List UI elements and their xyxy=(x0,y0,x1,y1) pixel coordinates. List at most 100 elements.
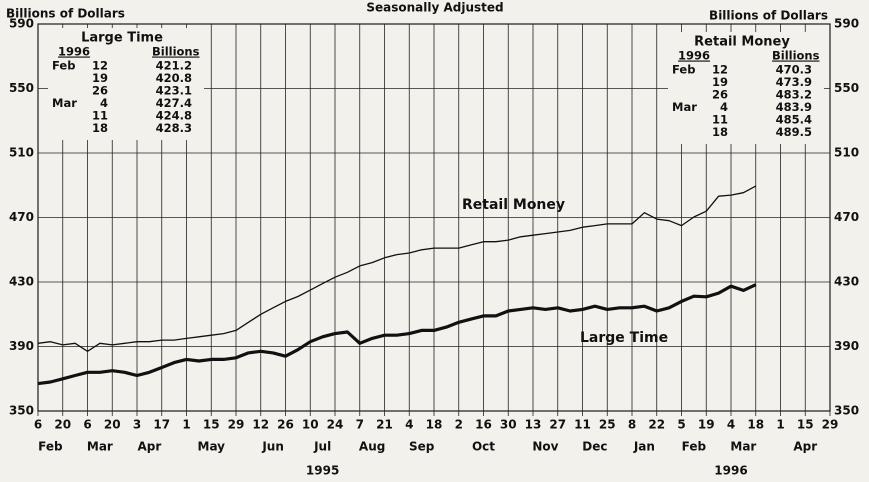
x-tick-label: 18 xyxy=(747,418,764,432)
inset-cell: 421.2 xyxy=(156,59,192,73)
y-tick-label: 590 xyxy=(834,17,859,31)
x-tick-label: 20 xyxy=(54,418,71,432)
month-label: Aug xyxy=(359,440,385,454)
x-tick-label: 26 xyxy=(277,418,294,432)
inset-cell: 427.4 xyxy=(156,96,192,110)
inset-cell: Mar xyxy=(52,96,77,110)
inset-cell: 19 xyxy=(712,75,728,89)
month-label: Dec xyxy=(582,440,607,454)
x-tick-label: 10 xyxy=(302,418,319,432)
x-tick-label: 11 xyxy=(574,418,591,432)
month-label: Feb xyxy=(38,440,63,454)
month-label: Feb xyxy=(682,440,707,454)
x-tick-label: 13 xyxy=(525,418,542,432)
inset-header: 1996 xyxy=(678,49,710,63)
x-tick-label: 4 xyxy=(405,418,413,432)
x-tick-label: 3 xyxy=(133,418,141,432)
x-tick-label: 15 xyxy=(797,418,814,432)
inset-cell: 18 xyxy=(712,125,728,139)
x-tick-label: 7 xyxy=(356,418,364,432)
year-label: 1996 xyxy=(714,464,747,478)
series-label: Retail Money xyxy=(462,197,565,213)
y-axis-label-right: Billions of Dollars xyxy=(709,9,828,23)
series-line xyxy=(37,185,757,352)
x-tick-label: 30 xyxy=(500,418,517,432)
inset-cell: 11 xyxy=(712,113,728,127)
y-tick-label: 430 xyxy=(834,275,859,289)
inset-cell: 4 xyxy=(720,100,728,114)
month-label: Oct xyxy=(472,440,495,454)
y-tick-label: 350 xyxy=(834,404,859,418)
y-axis-label-left: Billions of Dollars xyxy=(6,7,125,21)
x-tick-label: 25 xyxy=(599,418,616,432)
y-tick-label: 590 xyxy=(9,17,34,31)
inset-cell: 420.8 xyxy=(156,71,192,85)
x-tick-label: 5 xyxy=(677,418,685,432)
month-label: Jul xyxy=(313,440,331,454)
inset-cell: 473.9 xyxy=(776,75,812,89)
x-tick-label: 1 xyxy=(182,418,190,432)
chart-title: Seasonally Adjusted xyxy=(366,1,503,15)
inset-cell: 19 xyxy=(92,71,108,85)
inset-cell: Feb xyxy=(52,59,75,73)
inset-cell: 12 xyxy=(712,63,728,77)
inset-cell: 18 xyxy=(92,121,108,135)
inset-title: Retail Money xyxy=(694,35,790,50)
month-label: Jun xyxy=(261,440,284,454)
month-label: May xyxy=(198,440,226,454)
inset-cell: Mar xyxy=(672,100,697,114)
x-tick-label: 12 xyxy=(252,418,269,432)
x-tick-label: 6 xyxy=(83,418,91,432)
year-label: 1995 xyxy=(306,464,339,478)
x-tick-label: 19 xyxy=(698,418,715,432)
x-tick-label: 1 xyxy=(776,418,784,432)
y-tick-label: 430 xyxy=(9,275,34,289)
inset-cell: Feb xyxy=(672,63,695,77)
x-tick-label: 22 xyxy=(648,418,665,432)
month-label: Sep xyxy=(409,440,435,454)
x-tick-label: 8 xyxy=(628,418,636,432)
inset-cell: 26 xyxy=(712,88,728,102)
y-tick-label: 550 xyxy=(834,81,859,95)
inset-cell: 12 xyxy=(92,59,108,73)
inset-cell: 483.2 xyxy=(776,88,812,102)
y-tick-label: 550 xyxy=(9,81,34,95)
inset-cell: 489.5 xyxy=(776,125,812,139)
x-tick-label: 18 xyxy=(426,418,443,432)
x-tick-label: 27 xyxy=(549,418,566,432)
y-tick-label: 510 xyxy=(9,146,34,160)
x-tick-label: 2 xyxy=(455,418,463,432)
inset-title: Large Time xyxy=(81,31,163,46)
inset-cell: 26 xyxy=(92,84,108,98)
x-tick-label: 21 xyxy=(376,418,393,432)
x-tick-label: 6 xyxy=(34,418,42,432)
month-label: Jan xyxy=(633,440,655,454)
month-label: Mar xyxy=(87,440,113,454)
inset-cell: 483.9 xyxy=(776,100,812,114)
x-tick-label: 17 xyxy=(153,418,170,432)
x-tick-label: 29 xyxy=(228,418,245,432)
y-tick-label: 390 xyxy=(834,339,859,353)
y-tick-label: 510 xyxy=(834,146,859,160)
x-tick-label: 4 xyxy=(727,418,735,432)
y-tick-label: 470 xyxy=(834,210,859,224)
inset-cell: 428.3 xyxy=(156,121,192,135)
x-tick-label: 29 xyxy=(822,418,839,432)
inset-header: 1996 xyxy=(58,45,90,59)
x-tick-label: 24 xyxy=(327,418,344,432)
month-label: Mar xyxy=(730,440,756,454)
inset-cell: 485.4 xyxy=(776,113,812,127)
inset-cell: 11 xyxy=(92,109,108,123)
x-tick-label: 16 xyxy=(475,418,492,432)
inset-header: Billions xyxy=(152,45,200,59)
series-line xyxy=(37,283,757,386)
inset-bg xyxy=(48,28,204,140)
inset-header: Billions xyxy=(772,49,820,63)
y-tick-label: 390 xyxy=(9,339,34,353)
y-tick-label: 350 xyxy=(9,404,34,418)
inset-cell: 470.3 xyxy=(776,63,812,77)
inset-cell: 424.8 xyxy=(156,109,192,123)
